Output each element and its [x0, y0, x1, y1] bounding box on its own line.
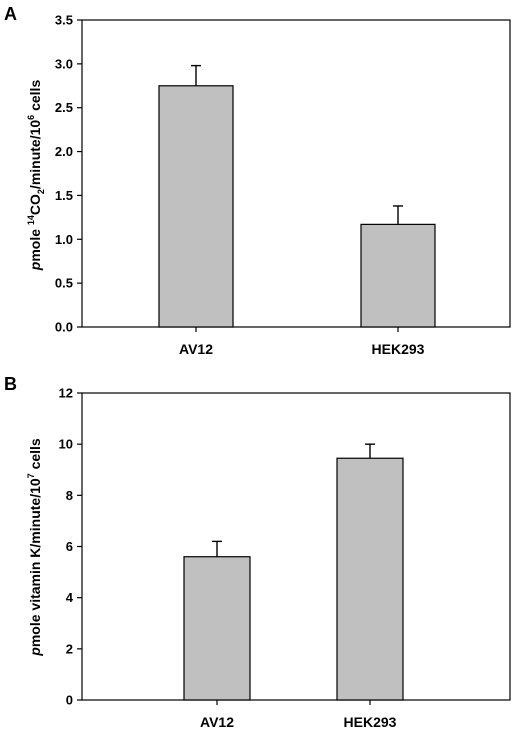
panel-b-y-tick-label: 10: [59, 437, 73, 452]
panel-a-bar-hek293: [360, 223, 436, 328]
panel-a-y-tick-label: 2.5: [55, 100, 73, 115]
panel-a-ylabel-sup1: 14: [26, 215, 36, 225]
panel-a-y-tick-label: 3.5: [55, 13, 73, 28]
panel-a-y-tick-label: 0.0: [55, 320, 73, 335]
panel-a-category-label-av12: AV12: [179, 341, 213, 357]
panel-a: A pmole 14CO2/minute/106 cells 0.0 0.5 1.0…: [4, 4, 511, 357]
panel-a-ylabel-t2: CO: [27, 194, 43, 215]
panel-a-ylabel-t4: cells: [27, 80, 43, 115]
panel-a-plot: 0.0 0.5 1.0 1.5 2.0 2.5 3.0 3.5 AV12 HEK293: [55, 13, 511, 357]
panel-a-y-tick-label: 0.5: [55, 276, 73, 291]
panel-b-ylabel-sup1: 7: [26, 473, 36, 478]
panel-a-category-label-hek293: HEK293: [372, 341, 425, 357]
panel-a-ylabel-sub1: 2: [36, 189, 46, 194]
panel-a-ylabel-t3: /minute/10: [27, 120, 43, 189]
panel-a-ylabel-italic: p: [27, 261, 43, 271]
panel-b-y-tick-label: 12: [59, 386, 73, 401]
panel-b-ylabel-italic: p: [27, 647, 43, 657]
panel-b: B pmole vitamin K/minute/107 cells 0 2 4 6 8…: [4, 374, 511, 730]
panel-b-y-tick-label: 6: [66, 539, 73, 554]
panel-b-y-tick-label: 0: [66, 693, 73, 708]
panel-a-y-tick-label: 3.0: [55, 56, 73, 71]
panel-a-y-tick-label: 2.0: [55, 144, 73, 159]
panel-a-plot-frame: [81, 19, 511, 328]
panel-b-category-label-hek293: HEK293: [344, 714, 397, 730]
panel-b-y-tick-label: 2: [66, 641, 73, 656]
panel-a-bar-av12: [158, 85, 234, 328]
panel-a-ylabel-t1: mole: [27, 225, 43, 262]
panel-b-bar-hek293: [336, 457, 404, 701]
panel-b-letter: B: [4, 374, 17, 394]
panel-a-y-tick-label: 1.5: [55, 188, 73, 203]
panel-a-y-axis-label: pmole 14CO2/minute/106 cells: [26, 80, 46, 272]
panel-b-ylabel-t2: cells: [27, 438, 43, 473]
panel-a-letter: A: [4, 4, 17, 24]
panel-b-y-tick-label: 8: [66, 488, 73, 503]
panel-a-y-tick-label: 1.0: [55, 232, 73, 247]
panel-a-ylabel-sup2: 6: [26, 115, 36, 120]
panel-b-y-tick-label: 4: [66, 590, 74, 605]
panel-b-plot: 0 2 4 6 8 10 12 AV12 HEK293: [59, 386, 511, 730]
panel-b-bar-av12: [183, 556, 251, 701]
panel-b-y-axis-label: pmole vitamin K/minute/107 cells: [26, 438, 43, 657]
panel-b-ylabel-t1: mole vitamin K/minute/10: [27, 478, 43, 647]
panel-b-plot-frame: [81, 392, 511, 701]
panel-b-category-label-av12: AV12: [200, 714, 234, 730]
